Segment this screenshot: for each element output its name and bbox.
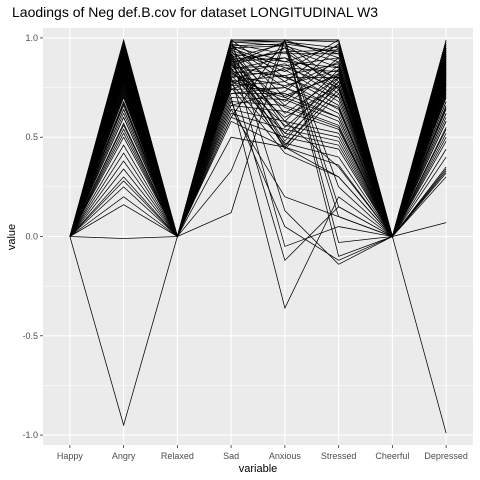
y-axis-title: value: [6, 224, 18, 250]
y-tick-label: -1.0: [22, 430, 38, 440]
x-tick-label-angry: Angry: [112, 451, 136, 461]
x-axis: Happy Angry Relaxed Sad Anxious Stressed Cheer…: [57, 445, 468, 461]
x-axis-title: variable: [239, 463, 278, 475]
chart-title: Laodings of Neg def.B.cov for dataset LO…: [12, 4, 378, 20]
y-tick-label: 0.0: [25, 232, 38, 242]
y-axis: -1.0 -0.5 0.0 0.5 1.0: [22, 33, 43, 440]
y-tick-label: 0.5: [25, 132, 38, 142]
x-tick-label-sad: Sad: [223, 451, 239, 461]
x-tick-label-relaxed: Relaxed: [161, 451, 194, 461]
x-tick-label-happy: Happy: [57, 451, 84, 461]
x-tick-label-anxious: Anxious: [269, 451, 302, 461]
x-tick-label-depressed: Depressed: [424, 451, 468, 461]
x-tick-label-cheerful: Cheerful: [375, 451, 409, 461]
x-tick-label-stressed: Stressed: [321, 451, 357, 461]
y-tick-label: 1.0: [25, 33, 38, 43]
y-tick-label: -0.5: [22, 331, 38, 341]
